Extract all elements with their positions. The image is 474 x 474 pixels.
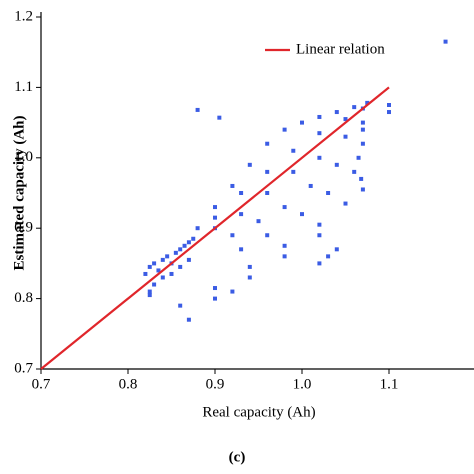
point [343,201,348,206]
point [300,212,304,217]
point [152,282,157,287]
point [147,289,152,294]
point [317,261,322,266]
point [178,264,183,269]
point [239,212,244,217]
y-tick-label: 0.8 [14,290,33,306]
point [213,296,217,301]
point [291,169,296,174]
point [160,257,165,262]
point [317,222,322,227]
point [247,162,252,167]
y-tick-label: 1.2 [14,8,33,24]
point [173,250,178,255]
x-tick-label: 1.1 [380,376,399,392]
point [334,110,339,115]
point [247,264,252,269]
point [317,233,322,238]
point [308,183,313,188]
point [265,169,270,174]
caption: (c) [229,449,246,465]
point [256,219,261,224]
x-tick-label: 0.9 [206,376,225,392]
point [239,247,244,252]
point [230,233,235,238]
point [282,205,287,210]
point [191,236,196,241]
point [352,169,357,174]
point [317,155,322,160]
point [178,303,183,308]
point [213,205,217,210]
point [152,261,157,266]
point [343,117,348,122]
x-tick-label: 0.8 [119,376,138,392]
point [165,254,170,259]
point [265,233,270,238]
point [359,176,364,181]
point [356,155,361,160]
point [365,100,370,105]
point [147,293,152,298]
y-tick-label: 0.7 [14,360,33,376]
point [213,286,217,291]
point [147,264,152,269]
point [195,226,200,231]
point [291,148,296,153]
linear-relation [40,86,390,370]
point [186,317,191,322]
point [360,120,365,125]
legend-label: Linear relation [296,41,385,57]
x-axis-label: Real capacity (Ah) [202,404,315,420]
point [443,39,448,44]
point [186,257,191,262]
point [282,127,287,132]
x-tick-label: 0.7 [32,376,51,392]
point [230,289,235,294]
point [387,110,391,115]
point [326,191,331,195]
point [265,191,270,195]
point [360,127,365,132]
y-tick-label: 1.1 [14,79,33,95]
point [282,254,287,259]
point [343,134,348,139]
point [247,275,252,280]
point [230,183,235,188]
point [300,120,304,125]
point [217,115,222,120]
y-tick-label: 1.0 [14,149,33,165]
point [195,107,200,112]
point [334,247,339,252]
point [239,191,244,195]
point [334,162,339,167]
point [317,131,322,136]
point [360,141,365,146]
point [360,187,365,192]
point [182,243,187,248]
point [326,254,331,259]
point [178,247,183,252]
point [352,105,357,110]
x-tick-label: 1.0 [293,376,312,392]
point [143,271,148,276]
point [317,114,322,119]
point [265,141,270,146]
point [169,271,174,276]
point [186,240,191,245]
point [387,103,391,107]
point [160,275,165,280]
y-axis-label: Estimated capacity (Ah) [11,116,27,271]
point [282,243,287,248]
y-tick-label: 0.9 [14,220,33,236]
point [156,268,161,273]
point [213,215,217,220]
